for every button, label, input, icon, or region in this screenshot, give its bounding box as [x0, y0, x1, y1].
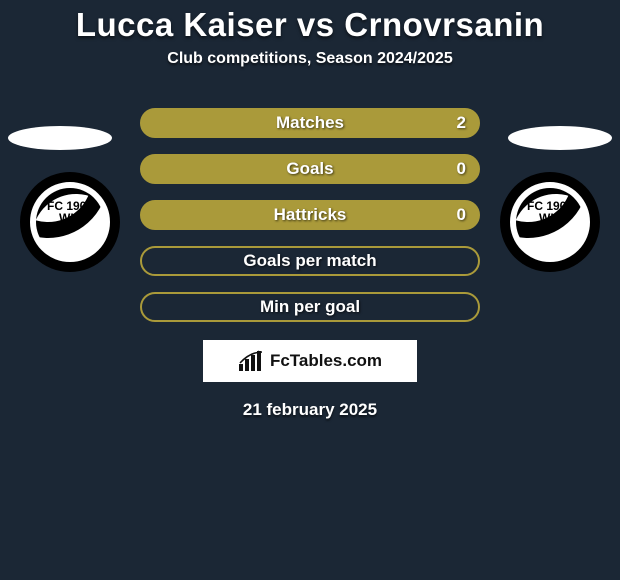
stat-value-right: 0 — [457, 159, 466, 179]
stat-value-right: 0 — [457, 205, 466, 225]
club-crest-left: FC 1900WIL — [20, 172, 120, 272]
club-crest-right: FC 1900WIL — [500, 172, 600, 272]
player-photo-right — [508, 126, 612, 150]
stat-label: Min per goal — [142, 297, 478, 317]
page-subtitle: Club competitions, Season 2024/2025 — [0, 50, 620, 68]
stat-row: Goals per match — [140, 246, 480, 276]
stat-label: Matches — [142, 113, 478, 133]
fctables-badge: FcTables.com — [203, 340, 417, 382]
stat-label: Goals per match — [142, 251, 478, 271]
stat-row: Min per goal — [140, 292, 480, 322]
stat-value-right: 2 — [457, 113, 466, 133]
stat-label: Hattricks — [142, 205, 478, 225]
stat-label: Goals — [142, 159, 478, 179]
stat-row: Matches2 — [140, 108, 480, 138]
player-photo-left — [8, 126, 112, 150]
badge-text: FcTables.com — [270, 351, 382, 371]
bars-logo-icon — [238, 350, 264, 372]
date-text: 21 february 2025 — [0, 400, 620, 420]
stat-row: Hattricks0 — [140, 200, 480, 230]
page-title: Lucca Kaiser vs Crnovrsanin — [0, 6, 620, 44]
stat-row: Goals0 — [140, 154, 480, 184]
comparison-card: Lucca Kaiser vs Crnovrsanin Club competi… — [0, 0, 620, 580]
